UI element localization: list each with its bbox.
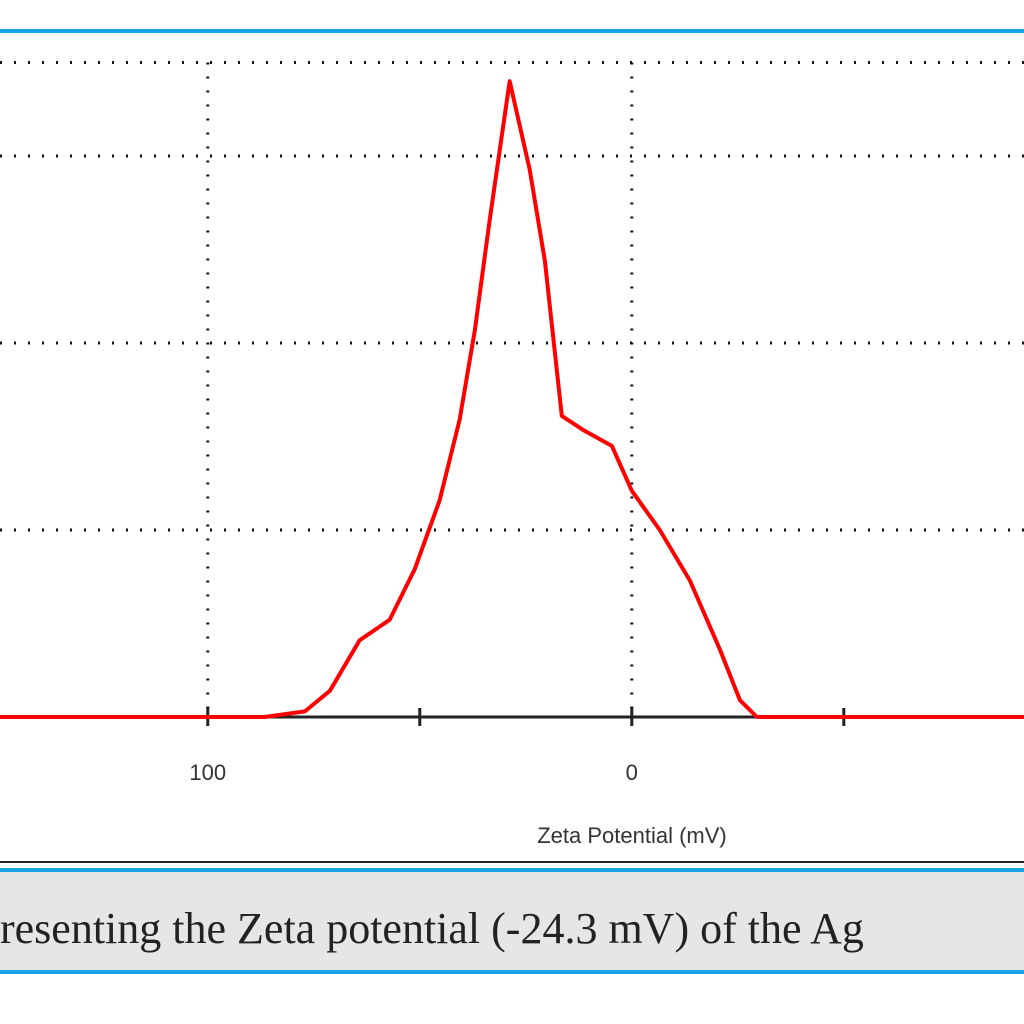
x-axis-title: Zeta Potential (mV) — [537, 823, 727, 848]
plot: 100 0 — [0, 61, 1024, 785]
caption-band — [0, 870, 1024, 970]
data-line — [0, 79, 1024, 719]
x-tick-label: 100 — [189, 760, 226, 785]
x-tick-label: 0 — [626, 760, 638, 785]
caption: resenting the Zeta potential (-24.3 mV) … — [0, 904, 864, 953]
